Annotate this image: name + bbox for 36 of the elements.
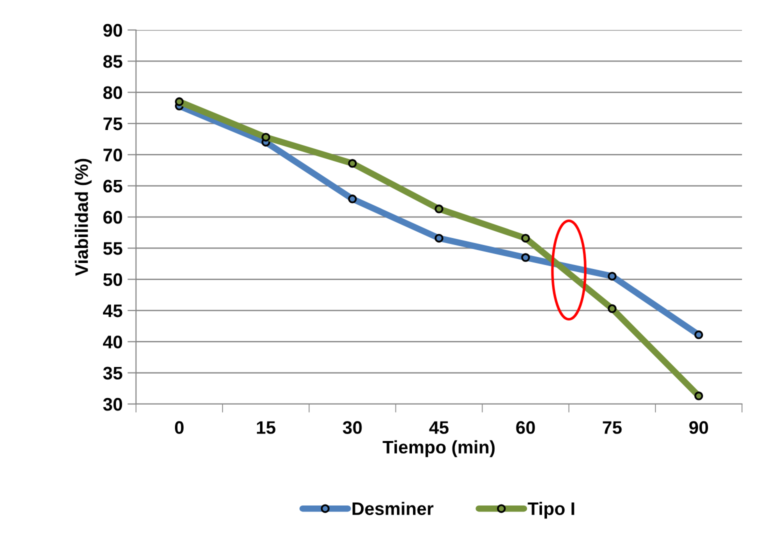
point	[434, 234, 444, 243]
y-tick-label: 55	[103, 242, 122, 255]
point	[521, 253, 530, 262]
x-tick-label: 90	[689, 421, 708, 434]
point	[608, 272, 617, 281]
x-tick-label: 0	[174, 421, 184, 434]
y-tick-label: 80	[103, 86, 122, 100]
x-tick-label: 60	[516, 421, 535, 434]
y-tick-label: 50	[103, 273, 122, 286]
point	[348, 194, 357, 204]
y-tick-label: 65	[103, 180, 122, 193]
legend-label: Tipo I	[528, 502, 574, 519]
point	[521, 234, 530, 243]
point	[608, 304, 617, 314]
y-axis-title: Viabilidad (%)	[74, 158, 92, 276]
x-tick-label: 75	[602, 421, 622, 434]
y-tick-label: 45	[103, 304, 122, 318]
y-tick-label: 75	[104, 118, 122, 130]
x-tick-label: 30	[342, 421, 362, 434]
y-tick-label: 30	[103, 398, 122, 411]
point	[348, 159, 357, 168]
point	[694, 330, 704, 340]
legend-label: Desminer	[352, 502, 434, 516]
x-tick-label: 45	[429, 421, 449, 434]
y-tick-label: 60	[103, 210, 122, 224]
x-tick-label: 15	[256, 421, 276, 434]
x-axis-title: Tiempo (min)	[382, 440, 495, 458]
y-tick-label: 40	[103, 336, 122, 348]
y-tick-label: 70	[104, 148, 122, 162]
point	[174, 97, 184, 106]
point	[694, 392, 704, 400]
point	[261, 132, 270, 142]
y-tick-label: 35	[103, 366, 122, 380]
y-tick-label: 85	[103, 55, 122, 68]
y-tick-label: 90	[103, 24, 122, 37]
point	[434, 204, 444, 214]
